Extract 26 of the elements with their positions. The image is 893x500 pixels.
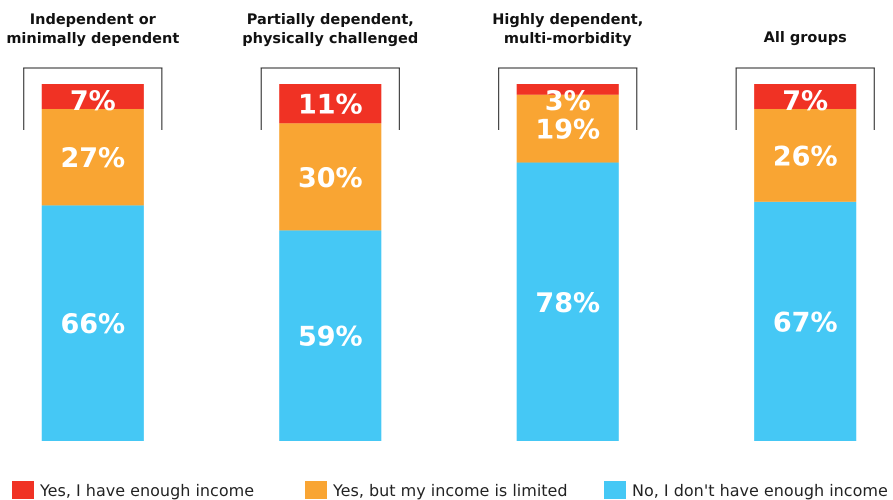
bar <box>42 108 144 206</box>
bar <box>42 205 144 441</box>
bar <box>754 108 856 202</box>
legend-label: Yes, I have enough income <box>39 481 254 500</box>
legend-label: Yes, but my income is limited <box>332 481 568 500</box>
x-tick-label: Highly dependent, multi-morbidity <box>492 12 644 47</box>
data-label: 7% <box>70 86 116 117</box>
data-label: 3% <box>544 86 591 117</box>
data-label: 30% <box>298 162 363 194</box>
bar <box>516 162 619 441</box>
data-label: 27% <box>60 143 126 174</box>
x-tick-label: Partially dependent, physically challenged <box>242 12 418 47</box>
data-label: 78% <box>535 288 600 319</box>
x-tick-label: All groups <box>764 30 847 46</box>
data-label: 26% <box>772 141 838 172</box>
data-label: 67% <box>772 307 838 338</box>
bar <box>754 202 856 441</box>
data-label: 19% <box>535 114 600 146</box>
x-tick-label: Independent or minimally dependent <box>6 12 180 47</box>
bar <box>279 123 382 230</box>
data-label: 66% <box>60 309 126 340</box>
data-label: 11% <box>298 90 363 121</box>
data-label: 7% <box>782 86 828 117</box>
data-label: 59% <box>298 322 363 353</box>
bar <box>279 230 382 441</box>
legend-label: No, I don't have enough income <box>632 481 888 500</box>
